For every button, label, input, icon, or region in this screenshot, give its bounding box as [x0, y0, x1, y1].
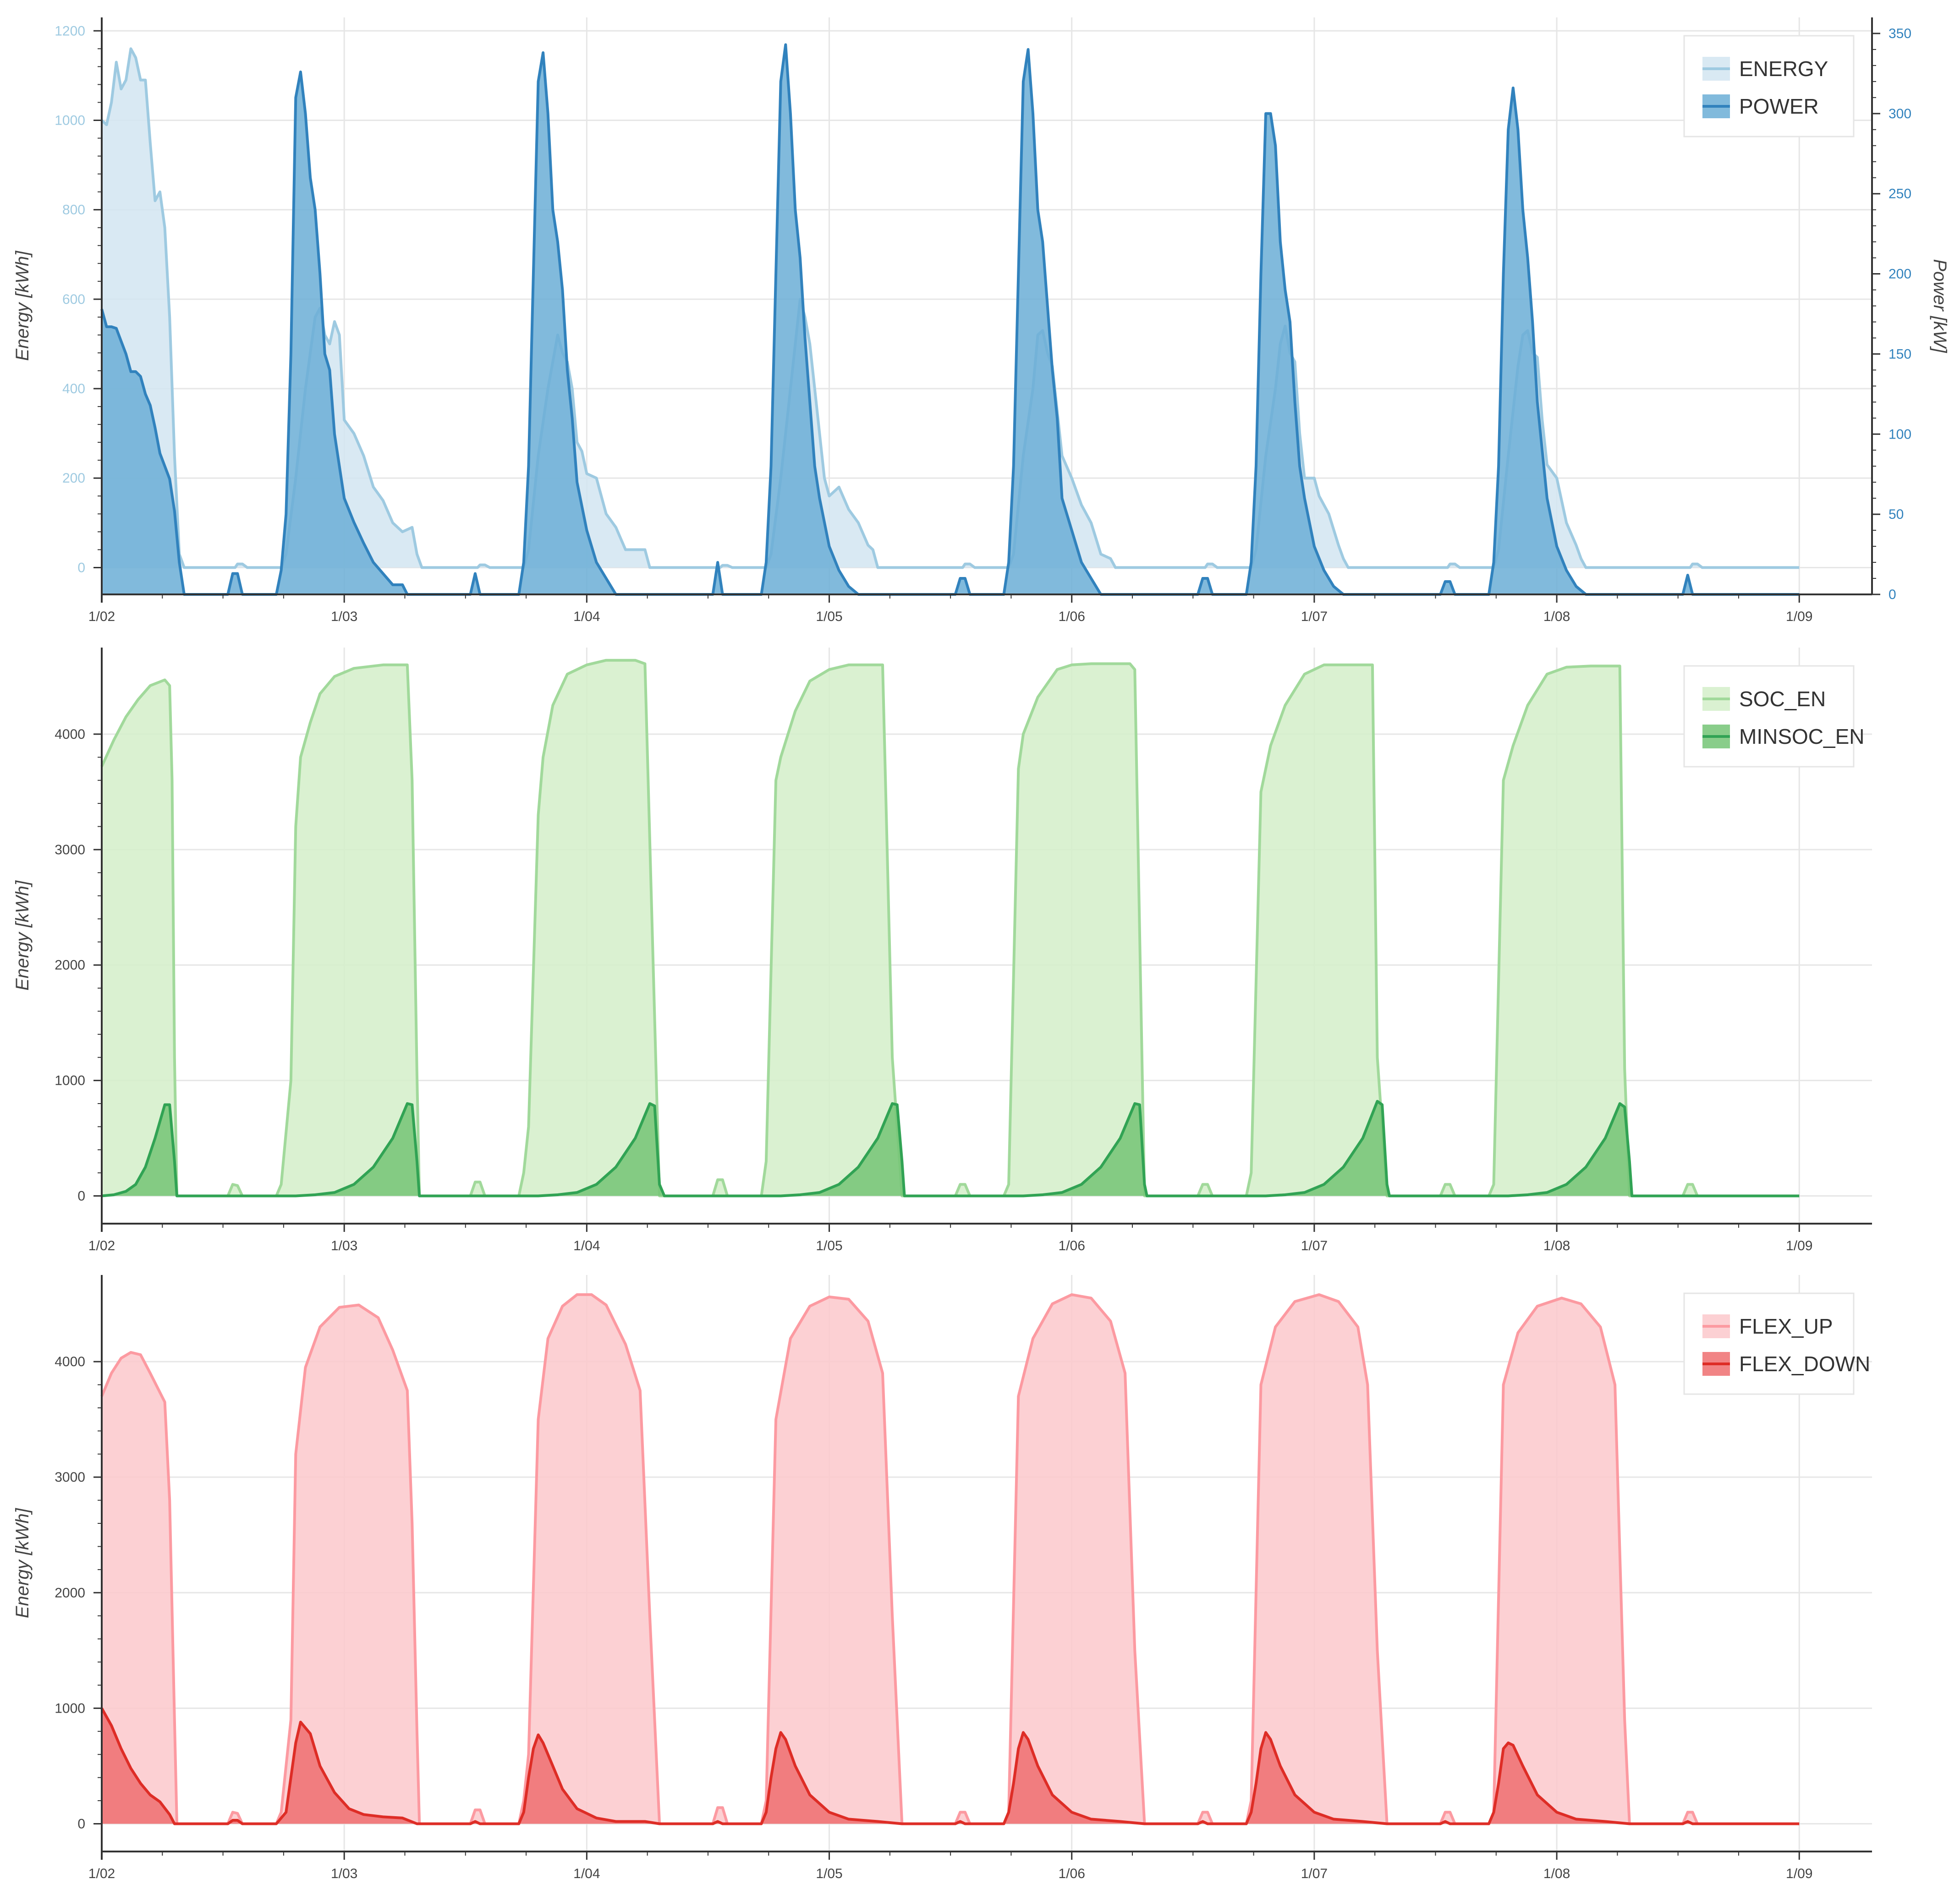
y2-tick-label: 300 — [1889, 106, 1911, 121]
series-flex-up — [100, 1293, 1800, 1825]
y-tick-label: 2000 — [55, 958, 85, 973]
legend-label: SOC_EN — [1739, 687, 1826, 711]
line-flex-up — [100, 1293, 1800, 1825]
axes: 0 1000 2000 3000 4000 1/02 1/03 1/04 1/05 1/06 1/0… — [12, 648, 1872, 1253]
y2-tick-label: 200 — [1889, 267, 1911, 282]
line-minsoc-en — [101, 1100, 1800, 1198]
y2-tick-label: 50 — [1889, 507, 1904, 522]
legend-item: FLEX_DOWN — [1702, 1352, 1870, 1376]
y-tick-label: 4000 — [55, 1354, 85, 1369]
line-soc-en — [100, 659, 1800, 1198]
y-tick-label: 3000 — [55, 1470, 85, 1485]
y-tick-label: 0 — [77, 1816, 85, 1831]
legend-label: FLEX_DOWN — [1739, 1352, 1870, 1376]
y-tick-label: 400 — [62, 381, 85, 396]
x-tick-label: 1/07 — [1301, 1866, 1328, 1881]
soc-chart: 0 1000 2000 3000 4000 1/02 1/03 1/04 1/05 1/06 1/0… — [12, 648, 1872, 1253]
y-tick-label: 3000 — [55, 842, 85, 857]
x-tick-label: 1/04 — [573, 1238, 600, 1253]
x-tick-label: 1/09 — [1786, 1866, 1812, 1881]
y-tick-label: 1000 — [55, 1073, 85, 1088]
x-tick-label: 1/07 — [1301, 609, 1328, 624]
legend-item: ENERGY — [1702, 57, 1828, 81]
x-tick-label: 1/08 — [1543, 609, 1570, 624]
x-tick-label: 1/09 — [1786, 1238, 1812, 1253]
y2-tick-label: 250 — [1889, 187, 1911, 202]
y-axis-title: Energy [kWh] — [12, 251, 33, 361]
y-tick-label: 600 — [62, 292, 85, 307]
x-tick-label: 1/02 — [88, 1866, 115, 1881]
legend: FLEX_UP FLEX_DOWN — [1683, 1292, 1870, 1395]
series-soc-en — [100, 659, 1800, 1198]
legend-label: FLEX_UP — [1739, 1314, 1833, 1338]
x-tick-label: 1/02 — [88, 1238, 115, 1253]
y-tick-label: 1200 — [55, 23, 85, 38]
x-tick-label: 1/02 — [88, 609, 115, 624]
legend-item: FLEX_UP — [1702, 1314, 1833, 1338]
series-minsoc-en — [101, 1100, 1800, 1198]
x-tick-label: 1/03 — [331, 1238, 357, 1253]
x-tick-label: 1/03 — [331, 609, 357, 624]
x-tick-label: 1/04 — [573, 609, 600, 624]
y-tick-label: 4000 — [55, 727, 85, 742]
area-minsoc-en — [102, 1101, 1800, 1196]
x-tick-label: 1/08 — [1543, 1238, 1570, 1253]
y2-tick-label: 150 — [1889, 346, 1911, 362]
y-tick-label: 2000 — [55, 1585, 85, 1600]
legend: ENERGY POWER — [1683, 35, 1855, 137]
flex-chart: 0 1000 2000 3000 4000 1/02 1/03 1/04 1/05 1/06 1/0… — [12, 1275, 1872, 1881]
legend: SOC_EN MINSOC_EN — [1683, 665, 1864, 768]
y-tick-label: 0 — [77, 560, 85, 575]
x-tick-label: 1/06 — [1059, 609, 1085, 624]
legend-box — [1683, 35, 1855, 137]
y-tick-label: 1000 — [55, 113, 85, 128]
legend-box — [1683, 665, 1855, 768]
x-tick-label: 1/05 — [816, 1866, 842, 1881]
y-axis-title: Energy [kWh] — [12, 880, 33, 991]
series-flex-down — [100, 1707, 1800, 1825]
x-tick-label: 1/03 — [331, 1866, 357, 1881]
y-tick-label: 200 — [62, 471, 85, 486]
axes: 0 1000 2000 3000 4000 1/02 1/03 1/04 1/05 1/06 1/0… — [12, 1275, 1872, 1881]
area-flex-up — [102, 1294, 1800, 1824]
y-tick-label: 0 — [77, 1189, 85, 1204]
y-axis-title: Energy [kWh] — [12, 1508, 33, 1618]
legend-label: MINSOC_EN — [1739, 725, 1864, 748]
x-tick-label: 1/08 — [1543, 1866, 1570, 1881]
x-tick-label: 1/09 — [1786, 609, 1812, 624]
legend-label: ENERGY — [1739, 57, 1828, 81]
y-tick-label: 800 — [62, 203, 85, 218]
y2-tick-label: 350 — [1889, 26, 1911, 41]
x-tick-label: 1/07 — [1301, 1238, 1328, 1253]
legend-label: POWER — [1739, 94, 1819, 118]
x-tick-label: 1/05 — [816, 609, 842, 624]
y2-tick-label: 100 — [1889, 427, 1911, 442]
x-tick-label: 1/05 — [816, 1238, 842, 1253]
legend-box — [1683, 1292, 1855, 1395]
legend-item: SOC_EN — [1702, 687, 1826, 711]
line-flex-down — [100, 1707, 1800, 1825]
y2-axis-title: Power [kW] — [1930, 259, 1950, 353]
y2-tick-label: 0 — [1889, 587, 1896, 602]
y-tick-label: 1000 — [55, 1701, 85, 1716]
area-soc-en — [102, 660, 1800, 1196]
legend-item: MINSOC_EN — [1702, 725, 1864, 748]
grid — [101, 17, 1872, 594]
x-tick-label: 1/04 — [573, 1866, 600, 1881]
legend-item: POWER — [1702, 94, 1819, 118]
x-tick-label: 1/06 — [1059, 1238, 1085, 1253]
x-tick-label: 1/06 — [1059, 1866, 1085, 1881]
